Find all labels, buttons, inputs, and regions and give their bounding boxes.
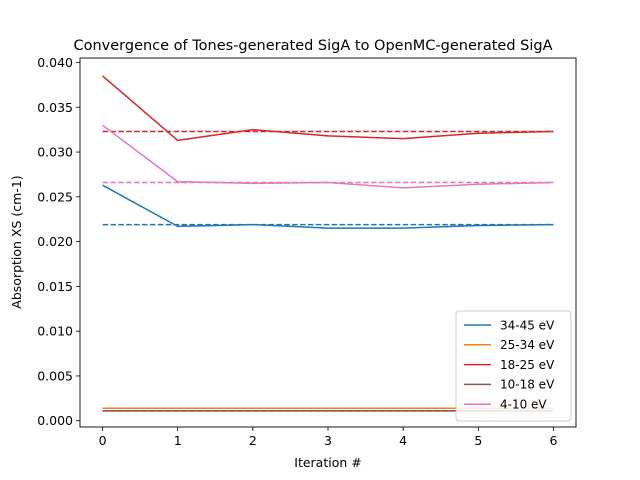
x-tick-label: 2 [249,433,257,448]
y-axis-label: Absorption XS (cm-1) [9,175,24,308]
series-line-0 [102,184,554,229]
y-tick-label: 0.035 [37,100,73,115]
y-tick-label: 0.020 [37,234,73,249]
y-tick-label: 0.025 [37,189,73,204]
legend-label-2: 18-25 eV [500,358,555,372]
y-tick-label: 0.040 [37,55,73,70]
x-tick-label: 4 [399,433,407,448]
series-line-2 [102,75,554,142]
legend-label-0: 34-45 eV [500,318,555,332]
x-axis-label: Iteration # [294,455,361,470]
y-tick-label: 0.010 [37,324,73,339]
legend-label-1: 25-34 eV [500,338,555,352]
x-tick-label: 1 [174,433,182,448]
y-tick-label: 0.030 [37,145,73,160]
y-tick-label: 0.005 [37,368,73,383]
y-tick-label: 0.015 [37,279,73,294]
legend-label-4: 4-10 eV [500,398,547,412]
series-line-4 [102,124,554,189]
x-tick-label: 6 [549,433,557,448]
x-tick-label: 3 [324,433,332,448]
legend-label-3: 10-18 eV [500,378,555,392]
x-tick-label: 0 [99,433,107,448]
x-tick-label: 5 [474,433,482,448]
legend-box [455,310,572,422]
y-tick-label: 0.000 [37,413,73,428]
legend: 34-45 eV 25-34 eV 18-25 eV 10-18 eV 4-10 eV [455,310,572,422]
chart-title: Convergence of Tones-generated SigA to O… [73,38,552,54]
